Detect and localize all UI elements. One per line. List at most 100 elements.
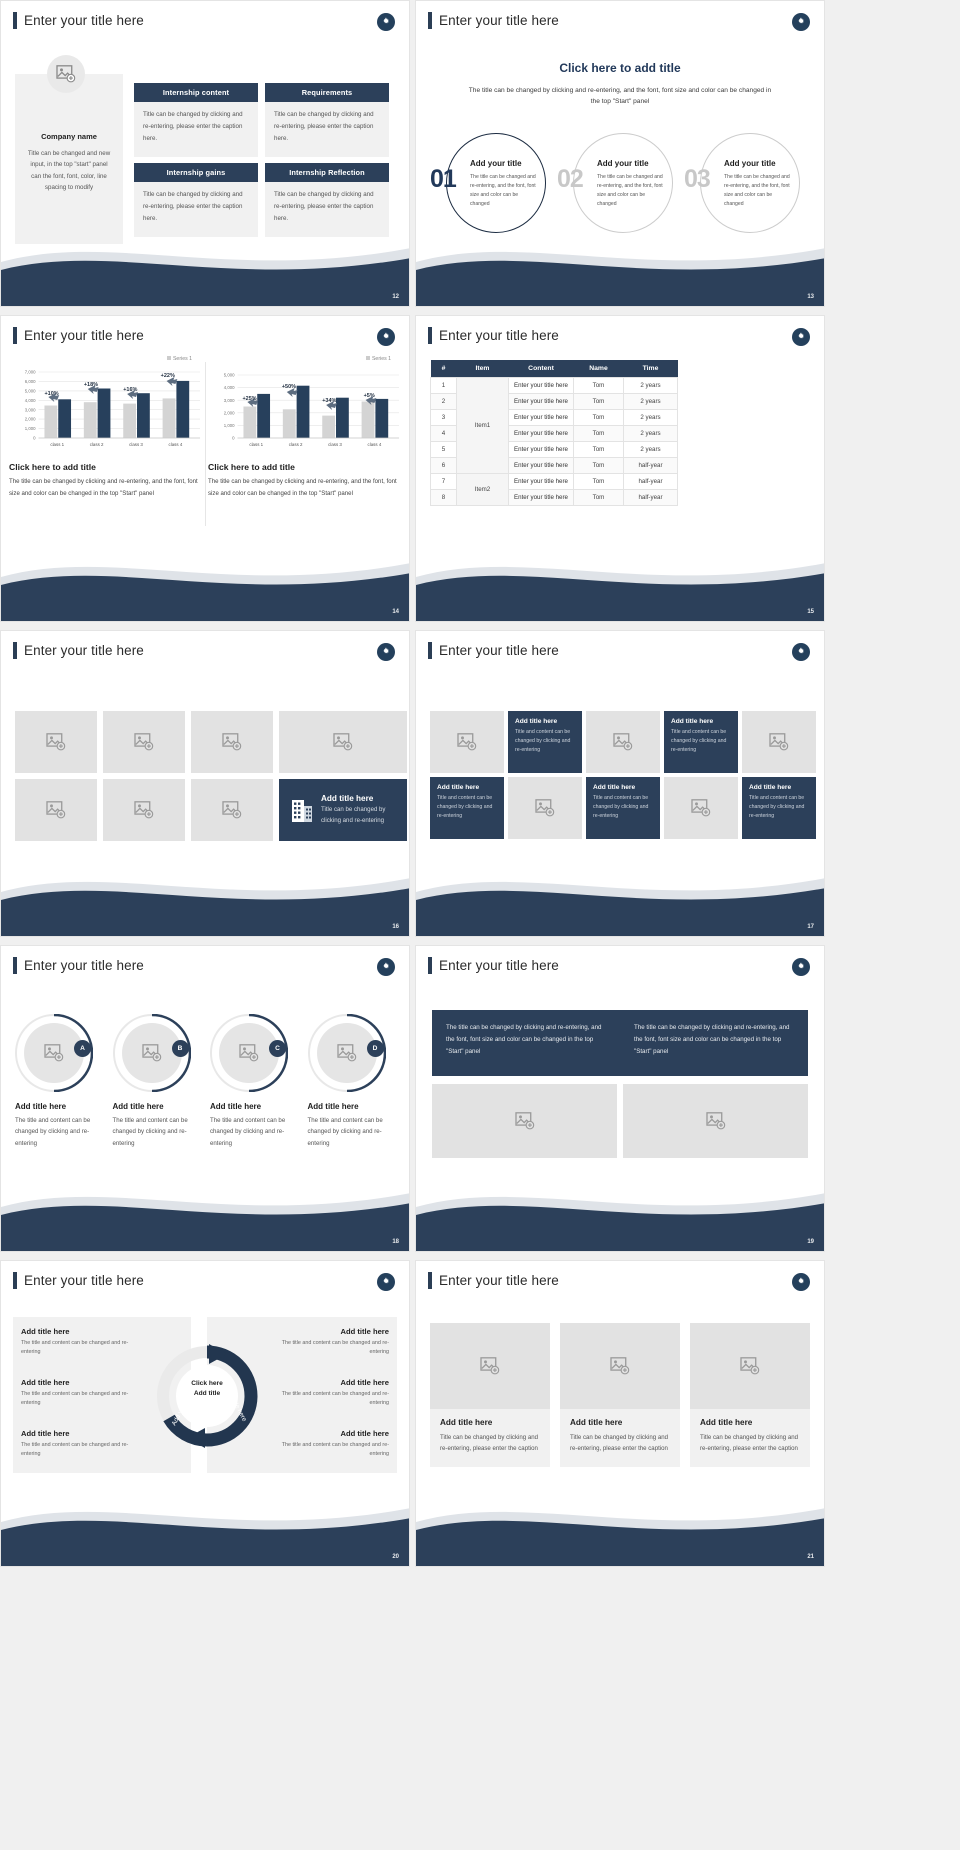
add-image-placeholder[interactable] (560, 1323, 680, 1409)
cell-content[interactable]: Enter your title here (508, 457, 574, 474)
left-item-3[interactable]: Add title here The title and content can… (21, 1429, 133, 1460)
table-header-content: Content (508, 360, 574, 378)
table-row[interactable]: 6 Enter your title here Tom half-year (430, 457, 678, 474)
cell-content[interactable]: Enter your title here (508, 441, 574, 458)
add-image-placeholder[interactable] (191, 711, 273, 773)
page-title: Enter your title here (13, 327, 144, 344)
page-title-text: Enter your title here (24, 958, 144, 973)
add-image-placeholder[interactable] (47, 55, 85, 93)
add-image-placeholder[interactable] (191, 779, 273, 841)
add-image-placeholder[interactable] (15, 711, 97, 773)
add-image-placeholder[interactable] (24, 1023, 84, 1083)
circle-feature-d[interactable]: D Add title here The title and content c… (307, 1014, 396, 1149)
right-item-3[interactable]: Add title here The title and content can… (273, 1429, 389, 1460)
panel-text-left[interactable]: The title can be changed by clicking and… (446, 1024, 602, 1056)
circle-graphic: D (307, 1014, 386, 1092)
cell-content[interactable]: Enter your title here (508, 393, 574, 410)
slide-19[interactable]: Enter your title here The title can be c… (415, 945, 825, 1252)
media-card[interactable]: Add title here Title can be changed by c… (430, 1323, 550, 1467)
circle-feature-a[interactable]: A Add title here The title and content c… (15, 1014, 103, 1149)
add-image-placeholder[interactable] (15, 779, 97, 841)
item-body: The title and content can be changed and… (21, 1391, 129, 1407)
media-card[interactable]: Add title here Title can be changed by c… (560, 1323, 680, 1467)
add-image-placeholder[interactable] (219, 1023, 279, 1083)
add-image-placeholder[interactable] (586, 711, 660, 773)
left-item-2[interactable]: Add title here The title and content can… (21, 1378, 133, 1409)
data-table[interactable]: # Item Content Name Time 1 Item1 Enter y… (430, 360, 678, 506)
info-card[interactable]: Internship Reflection Title can be chang… (265, 163, 389, 237)
item-title: Add title here (21, 1327, 70, 1336)
add-image-placeholder[interactable] (430, 1323, 550, 1409)
text-tile[interactable]: Add title here Title and content can be … (586, 777, 660, 839)
slide-number: 20 (392, 1554, 399, 1560)
slide-12[interactable]: Enter your title here Company name Title… (0, 0, 410, 307)
add-image-placeholder[interactable] (742, 711, 816, 773)
add-image-placeholder[interactable] (623, 1084, 808, 1158)
add-image-placeholder[interactable] (430, 711, 504, 773)
cell-content[interactable]: Enter your title here (508, 489, 574, 506)
table-row[interactable]: 7 Item2 Enter your title here Tom half-y… (430, 473, 678, 506)
title-accent-bar (13, 642, 17, 659)
text-tile[interactable]: Add title here Title and content can be … (664, 711, 738, 773)
info-card[interactable]: Internship content Title can be changed … (134, 83, 258, 157)
circle-feature-b[interactable]: B Add title here The title and content c… (112, 1014, 201, 1149)
tile-body: Title and content can be changed by clic… (749, 795, 805, 819)
table-row[interactable]: 2 Enter your title here Tom 2 years (430, 393, 678, 410)
footer-wave-decoration (1, 866, 409, 936)
table-row[interactable]: 1 Item1 Enter your title here Tom 2 year… (430, 377, 678, 474)
brand-logo-icon (792, 328, 810, 346)
media-card[interactable]: Add title here Title can be changed by c… (690, 1323, 810, 1467)
slide-21[interactable]: Enter your title here Add title here Tit… (415, 1260, 825, 1567)
info-card-header: Internship Reflection (265, 163, 389, 182)
page-title: Enter your title here (13, 642, 144, 659)
add-image-placeholder[interactable] (316, 1023, 377, 1083)
left-item-1[interactable]: Add title here The title and content can… (21, 1327, 133, 1358)
step-item-02[interactable]: 02 Add your title The title can be chang… (557, 133, 683, 233)
slide-17[interactable]: Enter your title here Add title here Tit… (415, 630, 825, 937)
cycle-center-label[interactable]: Click here Add title (181, 1379, 233, 1398)
slide-14[interactable]: Enter your title here Series 1 (0, 315, 410, 622)
table-row[interactable]: 3 Enter your title here Tom 2 years (430, 409, 678, 426)
cell-content[interactable]: Enter your title here (508, 425, 574, 442)
right-item-2[interactable]: Add title here The title and content can… (273, 1378, 389, 1409)
add-image-placeholder[interactable] (432, 1084, 617, 1158)
add-image-placeholder[interactable] (508, 777, 582, 839)
step-body: The title can be changed and re-entering… (597, 174, 663, 207)
slide-15[interactable]: Enter your title here # Item Content Nam… (415, 315, 825, 622)
item-title: Add title here (340, 1429, 389, 1438)
info-card[interactable]: Internship gains Title can be changed by… (134, 163, 258, 237)
step-item-01[interactable]: 01 Add your title The title can be chang… (430, 133, 556, 233)
add-image-placeholder[interactable] (121, 1023, 182, 1083)
add-image-placeholder[interactable] (279, 711, 407, 773)
right-item-1[interactable]: Add title here The title and content can… (273, 1327, 389, 1358)
add-image-placeholder[interactable] (690, 1323, 810, 1409)
info-card[interactable]: Requirements Title can be changed by cli… (265, 83, 389, 157)
text-tile[interactable]: Add title here Title and content can be … (742, 777, 816, 839)
slide-18[interactable]: Enter your title here A Add title here T… (0, 945, 410, 1252)
cell-time: 2 years (623, 409, 678, 426)
feature-tile[interactable]: Add title here Title can be changed by c… (279, 779, 407, 841)
cell-content[interactable]: Enter your title here (508, 377, 574, 394)
step-item-03[interactable]: 03 Add your title The title can be chang… (684, 133, 810, 233)
table-row[interactable]: 8 Enter your title here Tom half-year (430, 489, 678, 506)
add-image-placeholder[interactable] (103, 711, 185, 773)
add-image-placeholder[interactable] (664, 777, 738, 839)
add-image-placeholder[interactable] (103, 779, 185, 841)
slide-16[interactable]: Enter your title here Add title here (0, 630, 410, 937)
panel-text-right[interactable]: The title can be changed by clicking and… (634, 1024, 790, 1056)
text-tile[interactable]: Add title here Title and content can be … (430, 777, 504, 839)
cell-name: Tom (573, 393, 624, 410)
circle-feature-c[interactable]: C Add title here The title and content c… (210, 1014, 298, 1149)
cell-content[interactable]: Enter your title here (508, 409, 574, 426)
text-tile[interactable]: Add title here Title and content can be … (508, 711, 582, 773)
cell-index: 2 (430, 393, 457, 410)
table-row[interactable]: 4 Enter your title here Tom 2 years (430, 425, 678, 442)
dark-text-panels: The title can be changed by clicking and… (432, 1010, 808, 1076)
info-card-body: Title can be changed by clicking and re-… (134, 102, 258, 157)
cell-content[interactable]: Enter your title here (508, 473, 574, 490)
slide-number: 17 (807, 924, 814, 930)
slide-13[interactable]: Enter your title here Click here to add … (415, 0, 825, 307)
slide-20[interactable]: Enter your title here Add title here The… (0, 1260, 410, 1567)
circle-graphic: A (15, 1014, 93, 1092)
title-accent-bar (13, 957, 17, 974)
